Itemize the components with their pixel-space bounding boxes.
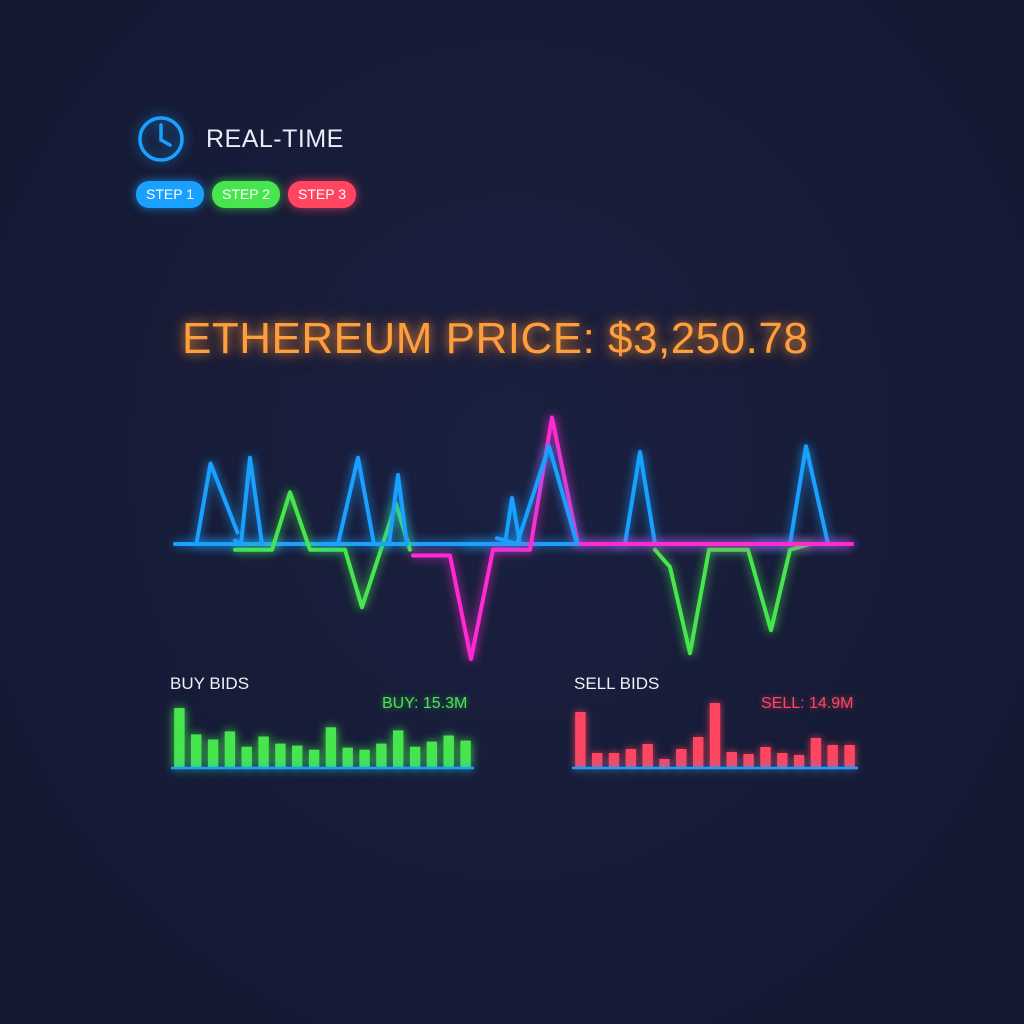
sell-bids-bar	[709, 703, 721, 767]
sell-bids-bar	[676, 749, 687, 767]
sell-bids-bar	[827, 745, 838, 767]
sell-bids-bar	[760, 747, 771, 767]
price-spike-line	[495, 444, 579, 546]
buy-bids-bar	[409, 746, 421, 767]
sell-bids-bar	[693, 737, 704, 767]
sell-bids-bar	[743, 754, 754, 767]
buy-bids-bar	[224, 731, 236, 767]
buy-bids-bar	[258, 736, 269, 767]
sell-bids-bar	[642, 744, 653, 767]
sell-bids-bar	[793, 755, 805, 767]
buy-bids-bar	[359, 749, 370, 767]
buy-bids-bar	[308, 749, 320, 767]
sell-bids-bar	[844, 745, 855, 767]
realtime-label: REAL-TIME	[206, 124, 344, 153]
step-1-pill[interactable]: STEP 1	[136, 181, 204, 208]
step-3-pill[interactable]: STEP 3	[288, 181, 356, 208]
sell-bids-bar	[659, 759, 670, 767]
buy-bids-bar	[207, 739, 219, 767]
buy-bids-bar	[342, 747, 353, 767]
price-spike-line	[320, 455, 376, 546]
sell-summary: SELL: 14.9M	[761, 695, 854, 712]
price-spike-line	[378, 473, 409, 546]
buy-summary: BUY: 15.3M	[382, 695, 468, 712]
price-spike-line	[195, 461, 240, 543]
buy-bids-title: BUY BIDS	[170, 674, 250, 693]
price-series-line	[463, 496, 522, 546]
step-2-pill[interactable]: STEP 2	[212, 181, 280, 208]
buy-bids-bar	[443, 735, 454, 767]
sell-bids-bar	[625, 749, 637, 767]
price-series-line	[613, 450, 657, 546]
sell-bids-bar	[608, 753, 620, 767]
sell-bids-bar	[726, 752, 737, 767]
sell-bids-bar	[592, 753, 603, 767]
price-series-line	[753, 444, 830, 546]
buy-bids-bar	[460, 740, 471, 767]
buy-bids-bar	[241, 746, 252, 767]
price-series-line	[411, 415, 854, 661]
price-series-line	[653, 542, 812, 656]
buy-bids-bar	[376, 743, 387, 767]
buy-bids-bar	[325, 727, 337, 767]
sell-bids-title: SELL BIDS	[574, 674, 660, 693]
price-title: ETHEREUM PRICE: $3,250.78	[182, 314, 809, 363]
clock-icon	[136, 114, 186, 164]
price-spike-line	[233, 455, 264, 546]
buy-bids-bar	[393, 730, 404, 767]
buy-bids-bar	[426, 741, 438, 767]
buy-bids-bar	[292, 745, 303, 767]
sell-bids-bar	[810, 738, 822, 767]
sell-bids-bar	[777, 753, 788, 767]
price-series-line	[233, 490, 412, 610]
header: REAL-TIME	[136, 114, 344, 164]
buy-bids-bar	[174, 708, 185, 767]
buy-bids-bar	[191, 734, 202, 767]
step-selector: STEP 1 STEP 2 STEP 3	[136, 181, 356, 208]
sell-bids-bar	[575, 712, 586, 767]
buy-bids-bar	[275, 743, 286, 767]
